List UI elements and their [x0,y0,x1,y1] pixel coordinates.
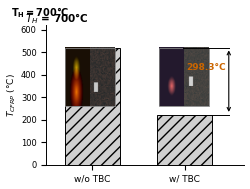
Text: $\mathbf{T_H}$$\mathbf{= 700°C}$: $\mathbf{T_H}$$\mathbf{= 700°C}$ [11,6,69,20]
Y-axis label: $T_{CFRP}$ (°C): $T_{CFRP}$ (°C) [6,73,18,117]
Text: $T_H$ = 700°C: $T_H$ = 700°C [25,11,89,26]
Bar [157,115,212,165]
Bar [65,48,120,165]
Bar [159,48,208,106]
Bar [65,48,114,106]
Text: 298.3°C: 298.3°C [186,63,226,72]
